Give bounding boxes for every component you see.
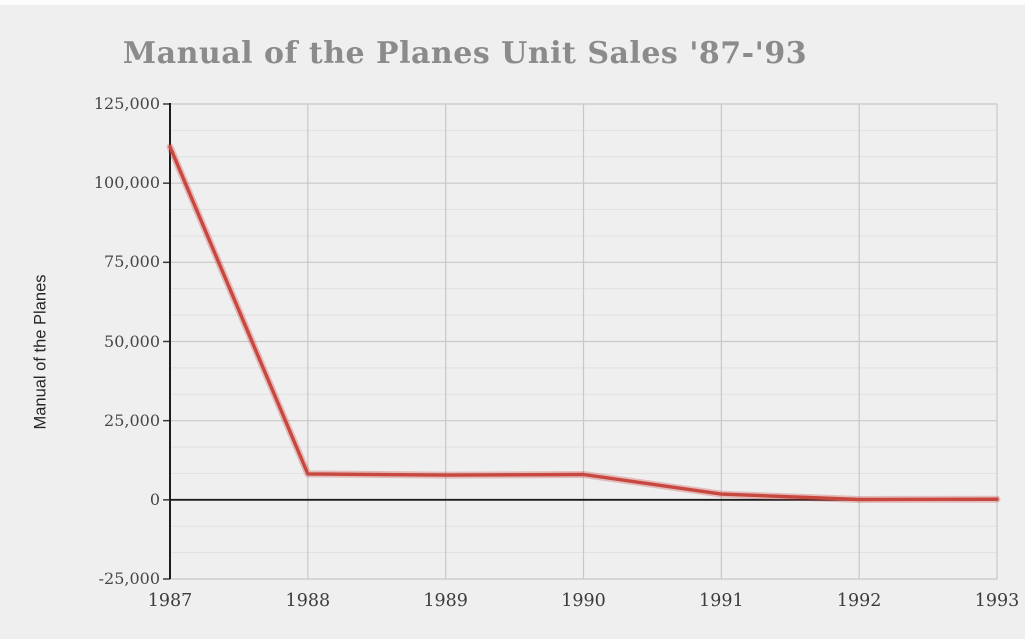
y-tick-label: 25,000 bbox=[104, 410, 160, 430]
y-tick-label: -25,000 bbox=[98, 569, 160, 589]
y-tick-label: 75,000 bbox=[104, 252, 160, 272]
y-tick-label: 125,000 bbox=[93, 94, 160, 114]
x-tick-label: 1990 bbox=[561, 591, 606, 611]
y-tick-label: 0 bbox=[149, 489, 160, 509]
x-tick-label: 1987 bbox=[147, 591, 193, 611]
x-tick-label: 1988 bbox=[285, 591, 331, 611]
y-tick-label: 100,000 bbox=[93, 173, 160, 193]
top-strip bbox=[0, 0, 1025, 5]
x-tick-label: 1992 bbox=[836, 591, 882, 611]
x-tick-label: 1989 bbox=[423, 591, 468, 611]
chart-title: Manual of the Planes Unit Sales '87-'93 bbox=[122, 36, 808, 71]
x-tick-label: 1991 bbox=[699, 591, 744, 611]
x-tick-label: 1993 bbox=[974, 591, 1020, 611]
y-tick-label: 50,000 bbox=[104, 331, 160, 351]
